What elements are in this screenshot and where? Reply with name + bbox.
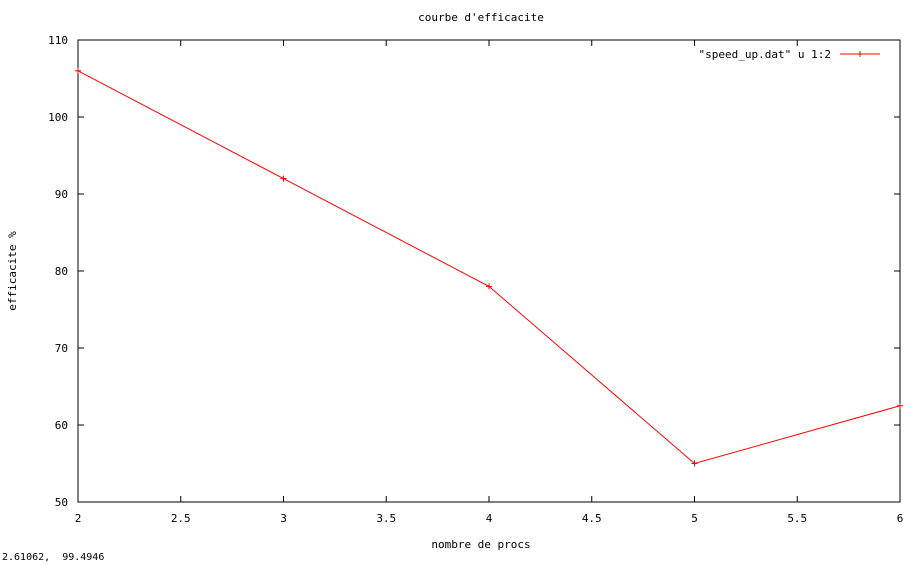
x-tick-label: 2 <box>75 512 82 525</box>
y-tick-label: 70 <box>55 342 68 355</box>
data-point <box>280 175 287 182</box>
tick-labels: 2 2.5 3 3.5 4 4.5 5 5.5 6 50 60 70 80 90 100 110 <box>48 34 903 525</box>
x-tick-label: 6 <box>897 512 904 525</box>
y-axis-label: efficacite % <box>6 231 19 311</box>
data-point <box>691 460 698 467</box>
x-tick-label: 5 <box>691 512 698 525</box>
x-axis-label: nombre de procs <box>431 538 530 551</box>
y-tick-label: 50 <box>55 496 68 509</box>
x-tick-label: 2.5 <box>171 512 191 525</box>
x-tick-label: 5.5 <box>787 512 807 525</box>
y-tick-label: 100 <box>48 111 68 124</box>
y-tick-label: 80 <box>55 265 68 278</box>
x-tick-label: 3 <box>280 512 287 525</box>
data-point <box>75 67 81 74</box>
y-tick-label: 90 <box>55 188 68 201</box>
axis-ticks <box>77 39 901 503</box>
data-point <box>897 402 903 409</box>
y-tick-label: 60 <box>55 419 68 432</box>
y-tick-label: 110 <box>48 34 68 47</box>
chart-title: courbe d'efficacite <box>418 11 544 24</box>
legend-entry-label: "speed_up.dat" u 1:2 <box>699 48 831 61</box>
data-point <box>486 283 492 290</box>
x-tick-label: 4 <box>486 512 493 525</box>
plot-frame <box>77 39 901 503</box>
series-line <box>77 70 901 465</box>
x-tick-label: 4.5 <box>582 512 602 525</box>
x-tick-label: 3.5 <box>376 512 396 525</box>
series-layer <box>75 67 903 467</box>
mouse-coordinate-readout: 2.61062, 99.4946 <box>2 552 105 563</box>
legend: "speed_up.dat" u 1:2 <box>699 48 880 61</box>
